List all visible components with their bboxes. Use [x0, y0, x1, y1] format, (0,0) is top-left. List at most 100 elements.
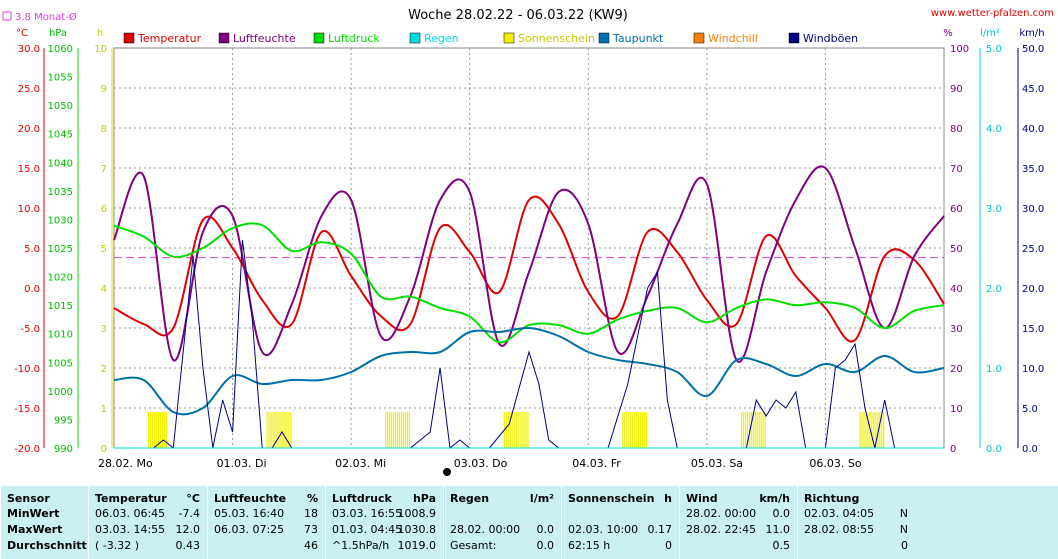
temperature-tick-label: 5.0 — [24, 244, 40, 255]
stats-cell-time: ( -3.32 ) — [95, 539, 140, 552]
chart-title: Woche 28.02.22 - 06.03.22 (KW9) — [408, 8, 628, 23]
stats-column-header: Richtung — [804, 492, 860, 505]
humidity-tick-label: 50 — [950, 244, 963, 255]
dewpoint-series-line — [113, 326, 945, 416]
pressure-unit-label: hPa — [49, 28, 67, 39]
x-tick-label: 03.03. Do — [454, 457, 508, 470]
sunshine-tick-label: 4 — [101, 284, 107, 295]
legend-swatch-windchill — [693, 32, 705, 44]
stats-column-unit: km/h — [759, 492, 790, 505]
website-link[interactable]: www.wetter-pfalzen.com — [931, 8, 1054, 19]
humidity-tick-label: 0 — [950, 444, 956, 455]
average-legend-box — [2, 11, 12, 21]
temperature-tick-label: 15.0 — [18, 164, 40, 175]
legend-label-humidity: Luftfeuchte — [233, 32, 296, 45]
legend-swatch-temperature — [123, 32, 135, 44]
wind-tick-label: 5.0 — [1022, 404, 1038, 415]
pressure-tick-label: 1045 — [48, 130, 73, 141]
stats-cell-value: 0.43 — [175, 539, 201, 552]
pressure-tick-label: 1055 — [48, 73, 73, 84]
temperature-series-line — [113, 195, 945, 343]
stats-cell-time: 28.02. 00:00 — [450, 523, 521, 536]
temperature-tick-label: 20.0 — [18, 124, 40, 135]
wind-tick-label: 25.0 — [1022, 244, 1044, 255]
stats-row-labels-column: Sensor MinWert MaxWert Durchschnitt — [0, 486, 89, 559]
sunshine-unit-label: h — [97, 28, 103, 39]
temperature-unit-label: °C — [16, 28, 28, 39]
sunshine-tick-label: 3 — [101, 324, 107, 335]
rain-tick-label: 4.0 — [986, 124, 1002, 135]
stats-cell-time: 05.03. 16:40 — [214, 507, 285, 520]
stats-column-header: Luftfeuchte — [214, 492, 287, 505]
legend-label-windchill: Windchill — [708, 32, 758, 45]
stats-column-1: Luftfeuchte% 05.03. 16:40 18 06.03. 07:25 73… — [207, 486, 326, 559]
sunshine-tick-label: 10 — [94, 44, 107, 55]
humidity-tick-label: 10 — [950, 404, 963, 415]
stats-row-label: Durchschnitt — [7, 539, 87, 552]
temperature-tick-label: 30.0 — [18, 44, 40, 55]
wind-tick-label: 50.0 — [1022, 44, 1044, 55]
temperature-tick-label: 10.0 — [18, 204, 40, 215]
sunshine-tick-label: 5 — [101, 244, 107, 255]
temperature-tick-label: -10.0 — [14, 364, 40, 375]
stats-cell-value: 0 — [665, 539, 672, 552]
pressure-tick-label: 990 — [54, 444, 73, 455]
stats-cell-time: 28.02. 08:55 — [804, 523, 875, 536]
stats-cell-time: 28.02. 22:45 — [686, 523, 757, 536]
stats-row-label: MaxWert — [7, 523, 63, 536]
legend-swatch-sunshine — [503, 32, 515, 44]
humidity-tick-label: 90 — [950, 84, 963, 95]
stats-row-label: Sensor — [7, 492, 50, 505]
legend-swatch-rain — [409, 32, 421, 44]
legend-swatch-dewpoint — [598, 32, 610, 44]
sunshine-tick-label: 8 — [101, 124, 107, 135]
stats-column-unit: h — [664, 492, 672, 505]
stats-cell-time: 28.02. 00:00 — [686, 507, 757, 520]
stats-column-0: Temperatur °C 06.03. 06:45 -7.4 03.03. 14:55… — [88, 486, 208, 559]
legend-label-gust: Windböen — [803, 32, 858, 45]
stats-column-header: Temperatur — [95, 492, 167, 505]
pressure-tick-label: 1000 — [48, 387, 73, 398]
wind-tick-label: 30.0 — [1022, 204, 1044, 215]
pressure-tick-label: 1030 — [48, 215, 73, 226]
stats-column-2: Luftdruck hPa 03.03. 16:55 1008.9 01.03. 04:… — [325, 486, 444, 559]
pressure-tick-label: 1005 — [48, 358, 73, 369]
pressure-tick-label: 1025 — [48, 244, 73, 255]
humidity-tick-label: 30 — [950, 324, 963, 335]
rain-tick-label: 2.0 — [986, 284, 1002, 295]
humidity-tick-label: 100 — [950, 44, 969, 55]
stats-cell-value: 0.5 — [772, 539, 791, 552]
stats-column-3: Regen l/m² 28.02. 00:00 0.0 Gesamt: 0.0 — [443, 486, 562, 559]
humidity-unit-label: % — [943, 28, 953, 39]
pressure-series-line — [113, 222, 945, 344]
x-tick-label: 05.03. Sa — [691, 457, 743, 470]
sunshine-tick-label: 2 — [101, 364, 107, 375]
wind-tick-label: 40.0 — [1022, 124, 1044, 135]
humidity-tick-label: 80 — [950, 124, 963, 135]
stats-cell-value: 12.0 — [175, 523, 201, 536]
stats-cell-value: 1019.0 — [397, 539, 437, 552]
wind-tick-label: 15.0 — [1022, 324, 1044, 335]
temperature-tick-label: -5.0 — [20, 324, 40, 335]
stats-cell-time: 62:15 h — [568, 539, 611, 552]
stats-cell-time: 03.03. 16:55 — [332, 507, 403, 520]
stats-cell-value: N — [899, 523, 908, 536]
stats-cell-value: 73 — [304, 523, 318, 536]
wind-tick-label: 20.0 — [1022, 284, 1044, 295]
stats-column-unit: l/m² — [529, 492, 554, 505]
pressure-tick-label: 1050 — [48, 101, 73, 112]
stats-column-header: Wind — [686, 492, 718, 505]
stats-cell-value: -7.4 — [178, 507, 200, 520]
stats-cell-value: 0 — [901, 539, 908, 552]
sunshine-tick-label: 0 — [101, 444, 107, 455]
stats-cell-value: 46 — [304, 539, 318, 552]
legend-label-pressure: Luftdruck — [328, 32, 380, 45]
x-tick-label: 04.03. Fr — [572, 457, 621, 470]
stats-column-unit: hPa — [412, 492, 436, 505]
humidity-tick-label: 60 — [950, 204, 963, 215]
stats-cell-time: 02.03. 10:00 — [568, 523, 639, 536]
pressure-tick-label: 1035 — [48, 187, 73, 198]
rain-tick-label: 5.0 — [986, 44, 1002, 55]
humidity-tick-label: 40 — [950, 284, 963, 295]
stats-cell-time: 06.03. 07:25 — [214, 523, 285, 536]
